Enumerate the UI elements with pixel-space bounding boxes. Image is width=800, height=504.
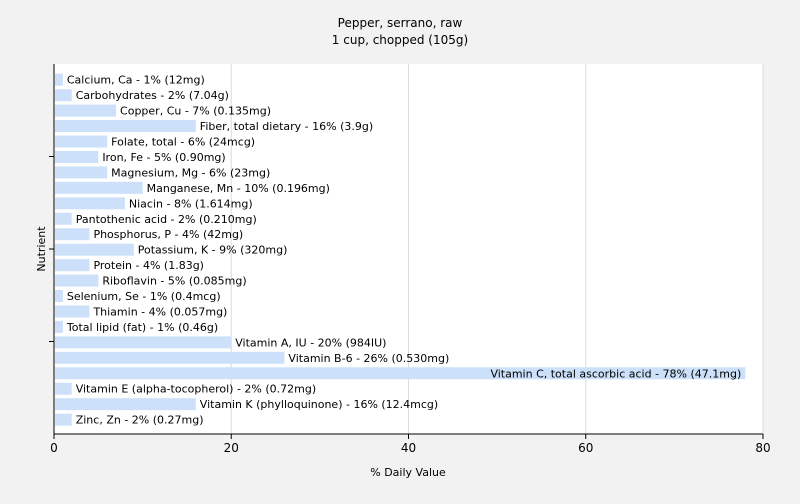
bar	[55, 212, 72, 225]
bar-label: Selenium, Se - 1% (0.4mcg)	[67, 290, 221, 303]
bar	[55, 274, 99, 287]
x-axis-label: % Daily Value	[370, 466, 446, 479]
bar	[55, 150, 99, 163]
bar	[55, 104, 117, 117]
x-tick-label: 20	[224, 441, 239, 455]
bar	[55, 259, 90, 272]
bar-label: Niacin - 8% (1.614mg)	[129, 197, 253, 210]
bar	[55, 197, 125, 210]
bar	[55, 336, 232, 349]
bar-label: Vitamin C, total ascorbic acid - 78% (47…	[490, 367, 741, 380]
bar-label: Total lipid (fat) - 1% (0.46g)	[66, 321, 218, 334]
bar	[55, 398, 196, 411]
bar-label: Vitamin A, IU - 20% (984IU)	[235, 336, 386, 349]
bar-label: Magnesium, Mg - 6% (23mg)	[111, 166, 270, 179]
bar	[55, 228, 90, 241]
bar-label: Protein - 4% (1.83g)	[93, 259, 204, 272]
bar-label: Vitamin E (alpha-tocopherol) - 2% (0.72m…	[76, 383, 316, 396]
bar-label: Potassium, K - 9% (320mg)	[138, 244, 288, 257]
bar	[55, 305, 90, 318]
bar-label: Vitamin B-6 - 26% (0.530mg)	[288, 352, 449, 365]
bar	[55, 120, 196, 133]
bar	[55, 320, 63, 333]
x-tick-label: 80	[755, 441, 770, 455]
x-tick-label: 40	[401, 441, 416, 455]
bar	[55, 413, 72, 426]
bar	[55, 367, 746, 380]
y-axis-label: Nutrient	[35, 226, 48, 272]
bar	[55, 382, 72, 395]
bar-label: Phosphorus, P - 4% (42mg)	[93, 228, 243, 241]
bar	[55, 73, 63, 86]
bar-label: Carbohydrates - 2% (7.04g)	[76, 89, 229, 102]
bar	[55, 135, 108, 148]
bar-label: Vitamin K (phylloquinone) - 16% (12.4mcg…	[200, 398, 438, 411]
bar-label: Thiamin - 4% (0.057mg)	[92, 305, 227, 318]
bar-label: Pantothenic acid - 2% (0.210mg)	[76, 213, 257, 226]
bar-label: Riboflavin - 5% (0.085mg)	[102, 275, 246, 288]
bar-label: Copper, Cu - 7% (0.135mg)	[120, 105, 271, 118]
x-tick-label: 60	[578, 441, 593, 455]
bar-label: Fiber, total dietary - 16% (3.9g)	[200, 120, 373, 133]
x-tick-group: 0 20 40 60 80	[50, 434, 771, 455]
bar	[55, 351, 285, 364]
y-tick-group	[49, 156, 54, 342]
chart-subtitle: 1 cup, chopped (105g)	[332, 33, 468, 47]
bar	[55, 89, 72, 102]
bar	[55, 290, 63, 303]
bar-group	[55, 73, 746, 426]
bar	[55, 243, 134, 256]
bar	[55, 181, 143, 194]
x-tick-label: 0	[50, 441, 58, 455]
bar-label: Calcium, Ca - 1% (12mg)	[67, 74, 205, 87]
bar-label: Manganese, Mn - 10% (0.196mg)	[147, 182, 330, 195]
bar-label: Zinc, Zn - 2% (0.27mg)	[76, 414, 204, 427]
bar-label: Folate, total - 6% (24mcg)	[111, 136, 255, 149]
bar-label-group: Calcium, Ca - 1% (12mg) Carbohydrates - 2…	[66, 74, 741, 427]
bar-label: Iron, Fe - 5% (0.90mg)	[102, 151, 225, 164]
chart-title: Pepper, serrano, raw	[338, 16, 463, 30]
bar	[55, 166, 108, 179]
